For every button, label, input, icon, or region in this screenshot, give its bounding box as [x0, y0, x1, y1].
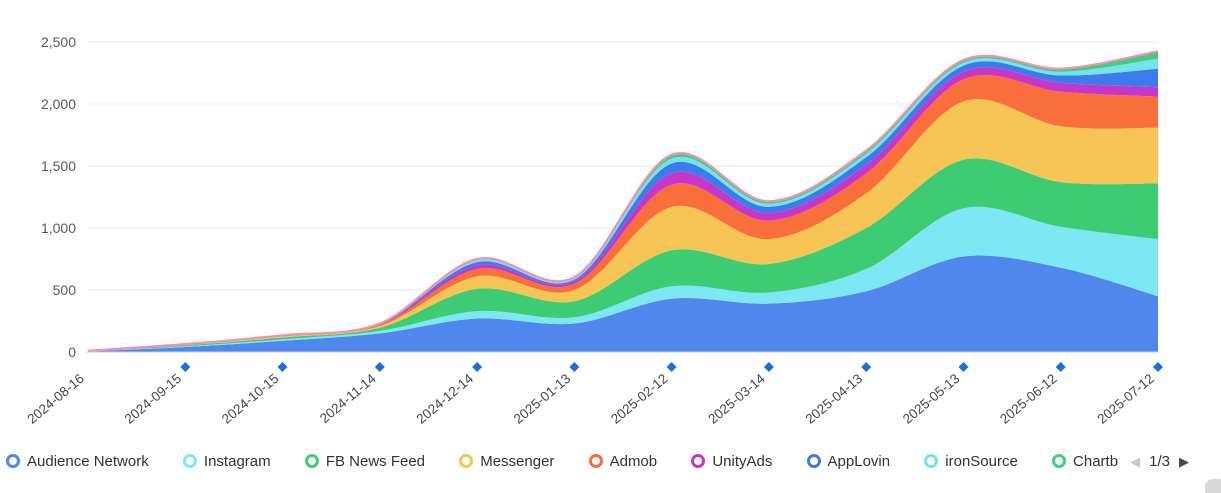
x-axis-labels: 2024-08-16 2024-09-15 2024-10-15 2024-11-14…: [24, 370, 1157, 426]
series-areas: [88, 51, 1158, 352]
scrollbar-corner: [1205, 479, 1221, 493]
x-axis-marker-icon[interactable]: [569, 362, 580, 372]
x-axis-marker-icon[interactable]: [277, 362, 288, 372]
legend-label: FB News Feed: [325, 452, 426, 470]
y-axis-label: 500: [53, 282, 77, 298]
legend-marker-icon: [6, 454, 20, 468]
legend: Audience Network Instagram FB News Feed Mes…: [0, 440, 1221, 482]
legend-page-indicator: 1/3: [1149, 452, 1170, 470]
legend-label: Chartb: [1073, 452, 1119, 470]
legend-label: Instagram: [203, 452, 271, 470]
area-audience-network[interactable]: [88, 255, 1158, 352]
legend-item-audience-network[interactable]: Audience Network: [6, 453, 149, 470]
x-axis-label: 2024-12-14: [413, 370, 476, 426]
x-axis-label: 2025-07-12: [1094, 371, 1157, 427]
y-axis-label: 0: [68, 344, 76, 360]
legend-label: UnityAds: [712, 452, 773, 470]
x-axis-marker-icon[interactable]: [1055, 362, 1066, 372]
x-axis-label: 2025-05-13: [900, 371, 963, 427]
x-axis-label: 2024-08-16: [24, 371, 87, 427]
legend-marker-icon: [459, 454, 474, 468]
legend-label: ironSource: [945, 452, 1018, 470]
legend-marker-icon: [182, 454, 197, 468]
x-axis-marker-icon[interactable]: [861, 362, 872, 372]
y-axis-labels: 0 500 1,000 1,500 2,000 2,500: [41, 34, 76, 360]
x-axis-marker-icon[interactable]: [180, 362, 191, 372]
legend-items: Audience Network Instagram FB News Feed Mes…: [6, 453, 1118, 470]
x-axis-label: 2024-10-15: [219, 371, 282, 427]
legend-label: Audience Network: [27, 452, 149, 470]
y-axis-label: 1,000: [41, 220, 76, 236]
x-axis-label: 2025-01-13: [511, 371, 574, 427]
x-axis-label: 2025-06-12: [997, 371, 1060, 427]
legend-next-icon[interactable]: ▶: [1179, 453, 1189, 469]
x-axis-label: 2025-02-12: [608, 371, 671, 427]
legend-item-chartb[interactable]: Chartb: [1052, 453, 1118, 470]
x-axis-marker-icon[interactable]: [472, 362, 483, 372]
y-axis-label: 2,500: [41, 34, 76, 50]
x-axis-marker-icon[interactable]: [1153, 362, 1163, 372]
legend-item-fb-news-feed[interactable]: FB News Feed: [304, 452, 426, 470]
legend-marker-icon: [691, 454, 706, 468]
legend-label: AppLovin: [827, 452, 891, 470]
legend-label: Admob: [609, 452, 658, 470]
legend-item-admob[interactable]: Admob: [588, 452, 658, 470]
y-axis-label: 2,000: [41, 96, 76, 112]
axis-markers: [180, 362, 1163, 372]
legend-item-applovin[interactable]: AppLovin: [806, 452, 891, 470]
legend-pager: ◀ 1/3 ▶: [1130, 453, 1215, 470]
x-axis-label: 2024-09-15: [122, 371, 185, 427]
top-edge-series-line: [87, 50, 1159, 352]
y-axis-label: 1,500: [41, 158, 76, 174]
x-axis-marker-icon[interactable]: [374, 362, 385, 372]
legend-item-unityads[interactable]: UnityAds: [691, 453, 772, 470]
legend-item-instagram[interactable]: Instagram: [182, 452, 271, 470]
legend-marker-icon: [304, 454, 319, 468]
x-axis-marker-icon[interactable]: [666, 362, 677, 372]
legend-marker-icon: [588, 454, 603, 468]
legend-item-ironsource[interactable]: ironSource: [924, 453, 1018, 470]
x-axis-marker-icon[interactable]: [763, 362, 774, 372]
legend-marker-icon: [1052, 454, 1067, 468]
area-admob[interactable]: [88, 74, 1158, 351]
x-axis-label: 2025-04-13: [803, 371, 866, 427]
legend-marker-icon: [924, 454, 939, 468]
x-axis-marker-icon[interactable]: [958, 362, 969, 372]
legend-item-messenger[interactable]: Messenger: [459, 453, 554, 470]
area-messenger[interactable]: [88, 99, 1158, 351]
x-axis-label: 2024-11-14: [317, 370, 379, 426]
legend-label: Messenger: [480, 452, 555, 470]
legend-marker-icon: [806, 454, 821, 468]
x-axis-label: 2025-03-14: [705, 370, 768, 426]
legend-prev-icon[interactable]: ◀: [1130, 453, 1141, 469]
area-ironsource[interactable]: [88, 58, 1158, 351]
